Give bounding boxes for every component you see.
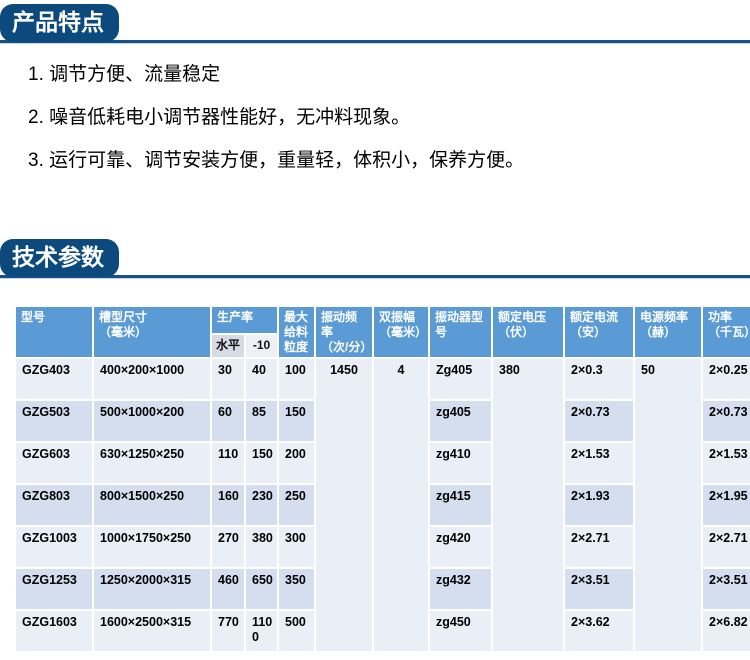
- col-header-vibrator-model: 振动器型 号: [428, 305, 494, 360]
- cell-max-feed: 200: [277, 441, 317, 486]
- cell-power: 2×0.73: [701, 399, 750, 444]
- cell-horizontal: 460: [210, 567, 246, 612]
- cell-trough: 630×1250×250: [92, 441, 212, 486]
- cell-minus10: 650: [243, 567, 280, 612]
- cell-model: GZG403: [14, 357, 94, 402]
- cell-vibrator: zg432: [428, 567, 494, 612]
- cell-vibrator: zg450: [428, 609, 494, 654]
- cell-max-feed: 300: [277, 525, 317, 570]
- cell-model: GZG1003: [14, 525, 94, 570]
- cell-horizontal: 110: [210, 441, 246, 486]
- cell-model: GZG1253: [14, 567, 94, 612]
- specs-title-badge: 技术参数: [0, 239, 119, 278]
- col-header-model: 型号: [14, 305, 94, 360]
- cell-max-feed: 100: [277, 357, 317, 402]
- cell-model: GZG603: [14, 441, 94, 486]
- cell-max-feed: 150: [277, 399, 317, 444]
- cell-minus10: 85: [243, 399, 280, 444]
- subheader-row: 水平 -10: [15, 332, 750, 360]
- cell-power: 2×0.25: [701, 357, 750, 402]
- cell-vibration-frequency: 1450: [314, 357, 375, 654]
- cell-trough: 500×1000×200: [92, 399, 212, 444]
- cell-minus10: 230: [243, 483, 280, 528]
- subheader-horizontal: 水平: [210, 332, 246, 360]
- specs-table: 型号 槽型尺寸 （毫米） 生产率 最大 给料 粒度 振动频 率 （次/分） 双振…: [14, 305, 750, 654]
- cell-horizontal: 270: [210, 525, 246, 570]
- cell-vibrator: zg410: [428, 441, 494, 486]
- cell-current: 2×1.93: [563, 483, 636, 528]
- cell-power: 2×1.53: [701, 441, 750, 486]
- col-header-production-rate: 生产率: [209, 305, 280, 335]
- table-row: GZG603 630×1250×250 110 150 200 zg410 2×…: [14, 441, 750, 486]
- table-row: GZG803 800×1500×250 160 230 250 zg415 2×…: [14, 483, 750, 528]
- cell-model: GZG803: [14, 483, 94, 528]
- features-section: 产品特点 1. 调节方便、流量稳定 2. 噪音低耗电小调节器性能好，无冲料现象。…: [0, 0, 750, 172]
- cell-max-feed: 350: [277, 567, 317, 612]
- cell-trough: 1600×2500×315: [92, 609, 212, 654]
- col-header-rated-voltage: 额定电压 （伏）: [491, 305, 566, 360]
- cell-current: 2×3.51: [563, 567, 636, 612]
- cell-trough: 800×1500×250: [92, 483, 212, 528]
- cell-power: 2×3.51: [701, 567, 750, 612]
- col-header-power: 功率 （千瓦）: [701, 305, 750, 360]
- col-header-rated-current: 额定电流 （安）: [563, 305, 636, 360]
- col-header-trough-size: 槽型尺寸 （毫米）: [92, 305, 212, 360]
- cell-power: 2×6.82: [701, 609, 750, 654]
- table-row: GZG1003 1000×1750×250 270 380 300 zg420 …: [14, 525, 750, 570]
- cell-current: 2×0.73: [563, 399, 636, 444]
- cell-trough: 1250×2000×315: [92, 567, 212, 612]
- specs-header-rule: 技术参数: [0, 235, 750, 279]
- cell-vibrator: Zg405: [428, 357, 494, 402]
- cell-double-amplitude: 4: [372, 357, 431, 654]
- cell-max-feed: 250: [277, 483, 317, 528]
- cell-minus10: 380: [243, 525, 280, 570]
- features-title-badge: 产品特点: [0, 4, 119, 42]
- cell-vibrator: zg405: [428, 399, 494, 444]
- features-header-rule: 产品特点: [0, 0, 750, 43]
- cell-rated-voltage: 380: [491, 357, 566, 654]
- cell-model: GZG503: [14, 399, 94, 444]
- cell-power: 2×1.95: [701, 483, 750, 528]
- cell-minus10: 1100: [243, 609, 280, 654]
- cell-horizontal: 60: [210, 399, 246, 444]
- col-header-vibration-frequency: 振动频 率 （次/分）: [314, 305, 375, 360]
- cell-max-feed: 500: [277, 609, 317, 654]
- cell-model: GZG1603: [14, 609, 94, 654]
- col-header-power-frequency: 电源频率 （赫）: [633, 305, 704, 360]
- cell-minus10: 150: [243, 441, 280, 486]
- cell-horizontal: 30: [210, 357, 246, 402]
- features-list: 1. 调节方便、流量稳定 2. 噪音低耗电小调节器性能好，无冲料现象。 3. 运…: [0, 63, 750, 172]
- cell-trough: 400×200×1000: [92, 357, 212, 402]
- cell-current: 2×1.53: [563, 441, 636, 486]
- cell-current: 2×3.62: [563, 609, 636, 654]
- cell-horizontal: 770: [210, 609, 246, 654]
- cell-power: 2×2.71: [701, 525, 750, 570]
- cell-power-frequency: 50: [633, 357, 704, 654]
- cell-current: 2×0.3: [563, 357, 636, 402]
- feature-item: 3. 运行可靠、调节安装方便，重量轻，体积小，保养方便。: [28, 149, 525, 171]
- table-row: GZG403 400×200×1000 30 40 100 1450 4 Zg4…: [14, 357, 750, 654]
- table-row: GZG1253 1250×2000×315 460 650 350 zg432 …: [14, 567, 750, 612]
- cell-trough: 1000×1750×250: [92, 525, 212, 570]
- cell-vibrator: zg420: [428, 525, 494, 570]
- feature-item: 2. 噪音低耗电小调节器性能好，无冲料现象。: [28, 106, 411, 128]
- cell-current: 2×2.71: [563, 525, 636, 570]
- cell-vibrator: zg415: [428, 483, 494, 528]
- col-header-double-amplitude: 双振幅 （毫米）: [372, 305, 431, 360]
- cell-horizontal: 160: [210, 483, 246, 528]
- header-row: 型号 槽型尺寸 （毫米） 生产率 最大 给料 粒度 振动频 率 （次/分） 双振…: [14, 305, 750, 360]
- col-header-max-feed-size: 最大 给料 粒度: [277, 305, 317, 360]
- specs-section: 技术参数 型号 槽型尺寸 （毫米） 生产率 最大 给料 粒度 振动频 率 （次/…: [0, 235, 750, 654]
- table-row: GZG503 500×1000×200 60 85 150 zg405 2×0.…: [14, 399, 750, 444]
- subheader-minus10: -10: [243, 332, 280, 360]
- table-row: GZG1603 1600×2500×315 770 1100 500 zg450…: [14, 609, 750, 654]
- feature-item: 1. 调节方便、流量稳定: [28, 64, 221, 85]
- cell-minus10: 40: [243, 357, 280, 402]
